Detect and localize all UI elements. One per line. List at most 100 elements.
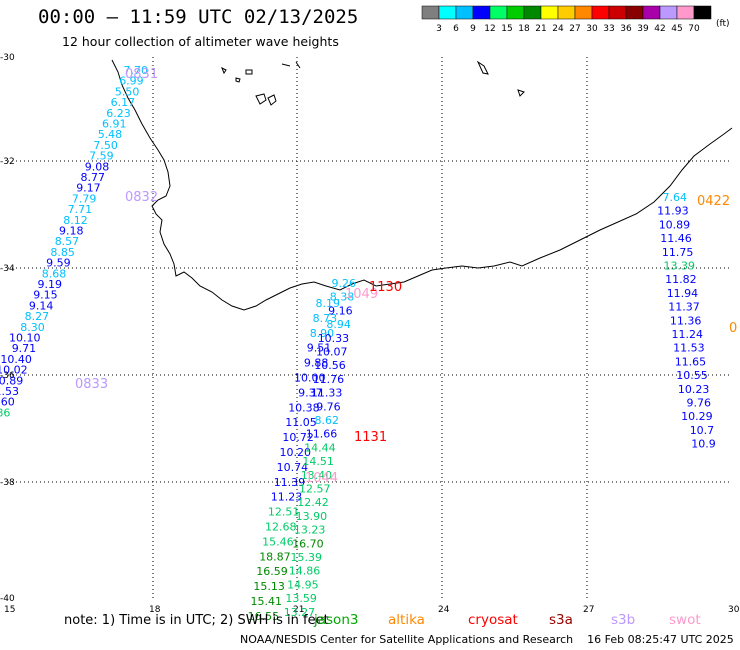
track-value: 11.53 xyxy=(673,342,705,355)
track-value: 8.94 xyxy=(326,318,351,331)
track-value: 9.88 xyxy=(304,357,329,370)
track-value: 10.40 xyxy=(0,353,32,366)
track-value: 9.08 xyxy=(85,160,110,173)
track-value: 9.76 xyxy=(687,397,712,410)
track-value: 10.20 xyxy=(280,446,312,459)
track-value: 8.73 xyxy=(313,312,338,325)
track-value: 13.27 xyxy=(284,606,316,619)
track-value: 12.42 xyxy=(297,496,329,509)
track-value: 11.53 xyxy=(0,385,19,398)
track-value: 10.10 xyxy=(9,332,41,345)
track-value: 11.75 xyxy=(662,246,694,259)
track-value: 10.56 xyxy=(314,359,346,372)
track-value: 8.62 xyxy=(315,414,340,427)
track-value: 12.57 xyxy=(299,483,331,496)
track-value: 8.57 xyxy=(55,235,80,248)
colorbar-label: 6 xyxy=(453,24,459,34)
track-value: 11.66 xyxy=(306,428,338,441)
colorbar-swatch xyxy=(421,5,440,20)
title: 00:00 – 11:59 UTC 02/13/2025 xyxy=(38,6,359,28)
track-value: 11.76 xyxy=(313,373,345,386)
track-value: 9.51 xyxy=(307,342,332,355)
colorbar: 3 6 9 12 15 18 21 24 27 30 33 36 39 42 45 70 xyxy=(421,5,712,34)
lat-tick-label: -40 xyxy=(0,594,15,604)
track-value: 16.55 xyxy=(248,610,280,623)
track-value: 8.90 xyxy=(310,327,335,340)
axis-labels: 15 18 21 24 27 30 -30 -32 -34 -36 -38 -40 xyxy=(0,53,740,615)
colorbar-label: 3 xyxy=(436,24,442,34)
track-value: 12.86 xyxy=(0,406,10,419)
colorbar-swatch xyxy=(642,5,661,20)
track-value: 11.36 xyxy=(670,314,702,327)
track-value: 11.39 xyxy=(274,476,306,489)
time-label: 1049 xyxy=(345,287,378,302)
lon-tick-label: 18 xyxy=(149,605,161,615)
colorbar-unit: (ft) xyxy=(716,19,730,29)
track-value: 10.72 xyxy=(282,431,314,444)
colorbar-swatch xyxy=(523,5,542,20)
time-label: 0832 xyxy=(125,190,158,205)
track-value: 7.70 xyxy=(124,64,149,77)
time-label: 1044 xyxy=(305,471,338,486)
satellite-legend-jason3: jason3 xyxy=(314,612,359,628)
coastline xyxy=(111,59,733,311)
track-value: 13.90 xyxy=(296,510,328,523)
subtitle: 12 hour collection of altimeter wave hei… xyxy=(62,34,339,49)
grid xyxy=(8,57,732,600)
track-value: 14.86 xyxy=(289,565,321,578)
track-value: 15.39 xyxy=(291,551,323,564)
satellite-legend-cryosat: cryosat xyxy=(468,612,518,628)
track-value: 11.46 xyxy=(660,232,692,245)
colorbar-swatch xyxy=(659,5,678,20)
colorbar-swatch xyxy=(693,5,712,20)
track-value: 12.51 xyxy=(268,506,300,519)
lon-tick-label: 15 xyxy=(4,605,15,615)
satellite-legend-swot: swot xyxy=(669,612,701,628)
track-value: 10.07 xyxy=(316,346,348,359)
track-value: 18.87 xyxy=(259,550,291,563)
track-value: 5.48 xyxy=(98,128,123,141)
lon-tick-label: 30 xyxy=(728,605,740,615)
track-value: 8.77 xyxy=(81,171,106,184)
track-value: 10.7 xyxy=(690,424,715,437)
colorbar-swatch xyxy=(574,5,593,20)
satellite-legend-s3b: s3b xyxy=(611,612,636,628)
track-value: 15.13 xyxy=(253,580,285,593)
track-value: 15.46 xyxy=(262,535,294,548)
colorbar-swatch xyxy=(438,5,457,20)
colorbar-swatch xyxy=(472,5,491,20)
track-value: 13.40 xyxy=(301,469,333,482)
colorbar-label: 45 xyxy=(671,24,682,34)
colorbar-label: 21 xyxy=(535,24,546,34)
time-label: 1131 xyxy=(354,430,387,445)
colorbar-swatch xyxy=(608,5,627,20)
track-value: 10.55 xyxy=(676,369,708,382)
track-value: 13.39 xyxy=(664,260,696,273)
colorbar-swatch xyxy=(676,5,695,20)
track-value: 9.14 xyxy=(29,299,54,312)
colorbar-label: 24 xyxy=(552,24,564,34)
track-value: 5.50 xyxy=(115,85,140,98)
colorbar-label: 42 xyxy=(654,24,665,34)
track-value: 11.24 xyxy=(672,328,704,341)
colorbar-swatch xyxy=(540,5,559,20)
colorbar-label: 70 xyxy=(688,24,700,34)
colorbar-swatch xyxy=(506,5,525,20)
track-value: 8.68 xyxy=(42,267,67,280)
track-value: 8.19 xyxy=(316,297,341,310)
track-value: 9.19 xyxy=(38,278,63,291)
track-value: 10.60 xyxy=(0,396,15,409)
lon-tick-label: 24 xyxy=(438,605,450,615)
track-value: 10.89 xyxy=(0,374,23,387)
colorbar-swatch xyxy=(557,5,576,20)
track-value: 11.05 xyxy=(285,416,317,429)
colorbar-label: 30 xyxy=(586,24,598,34)
lon-tick-label: 27 xyxy=(583,605,594,615)
track-value: 10.29 xyxy=(681,410,713,423)
track-value: 16.70 xyxy=(292,537,324,550)
track-value: 9.17 xyxy=(76,182,101,195)
time-label: 0833 xyxy=(75,377,108,392)
track-value: 6.17 xyxy=(111,96,136,109)
